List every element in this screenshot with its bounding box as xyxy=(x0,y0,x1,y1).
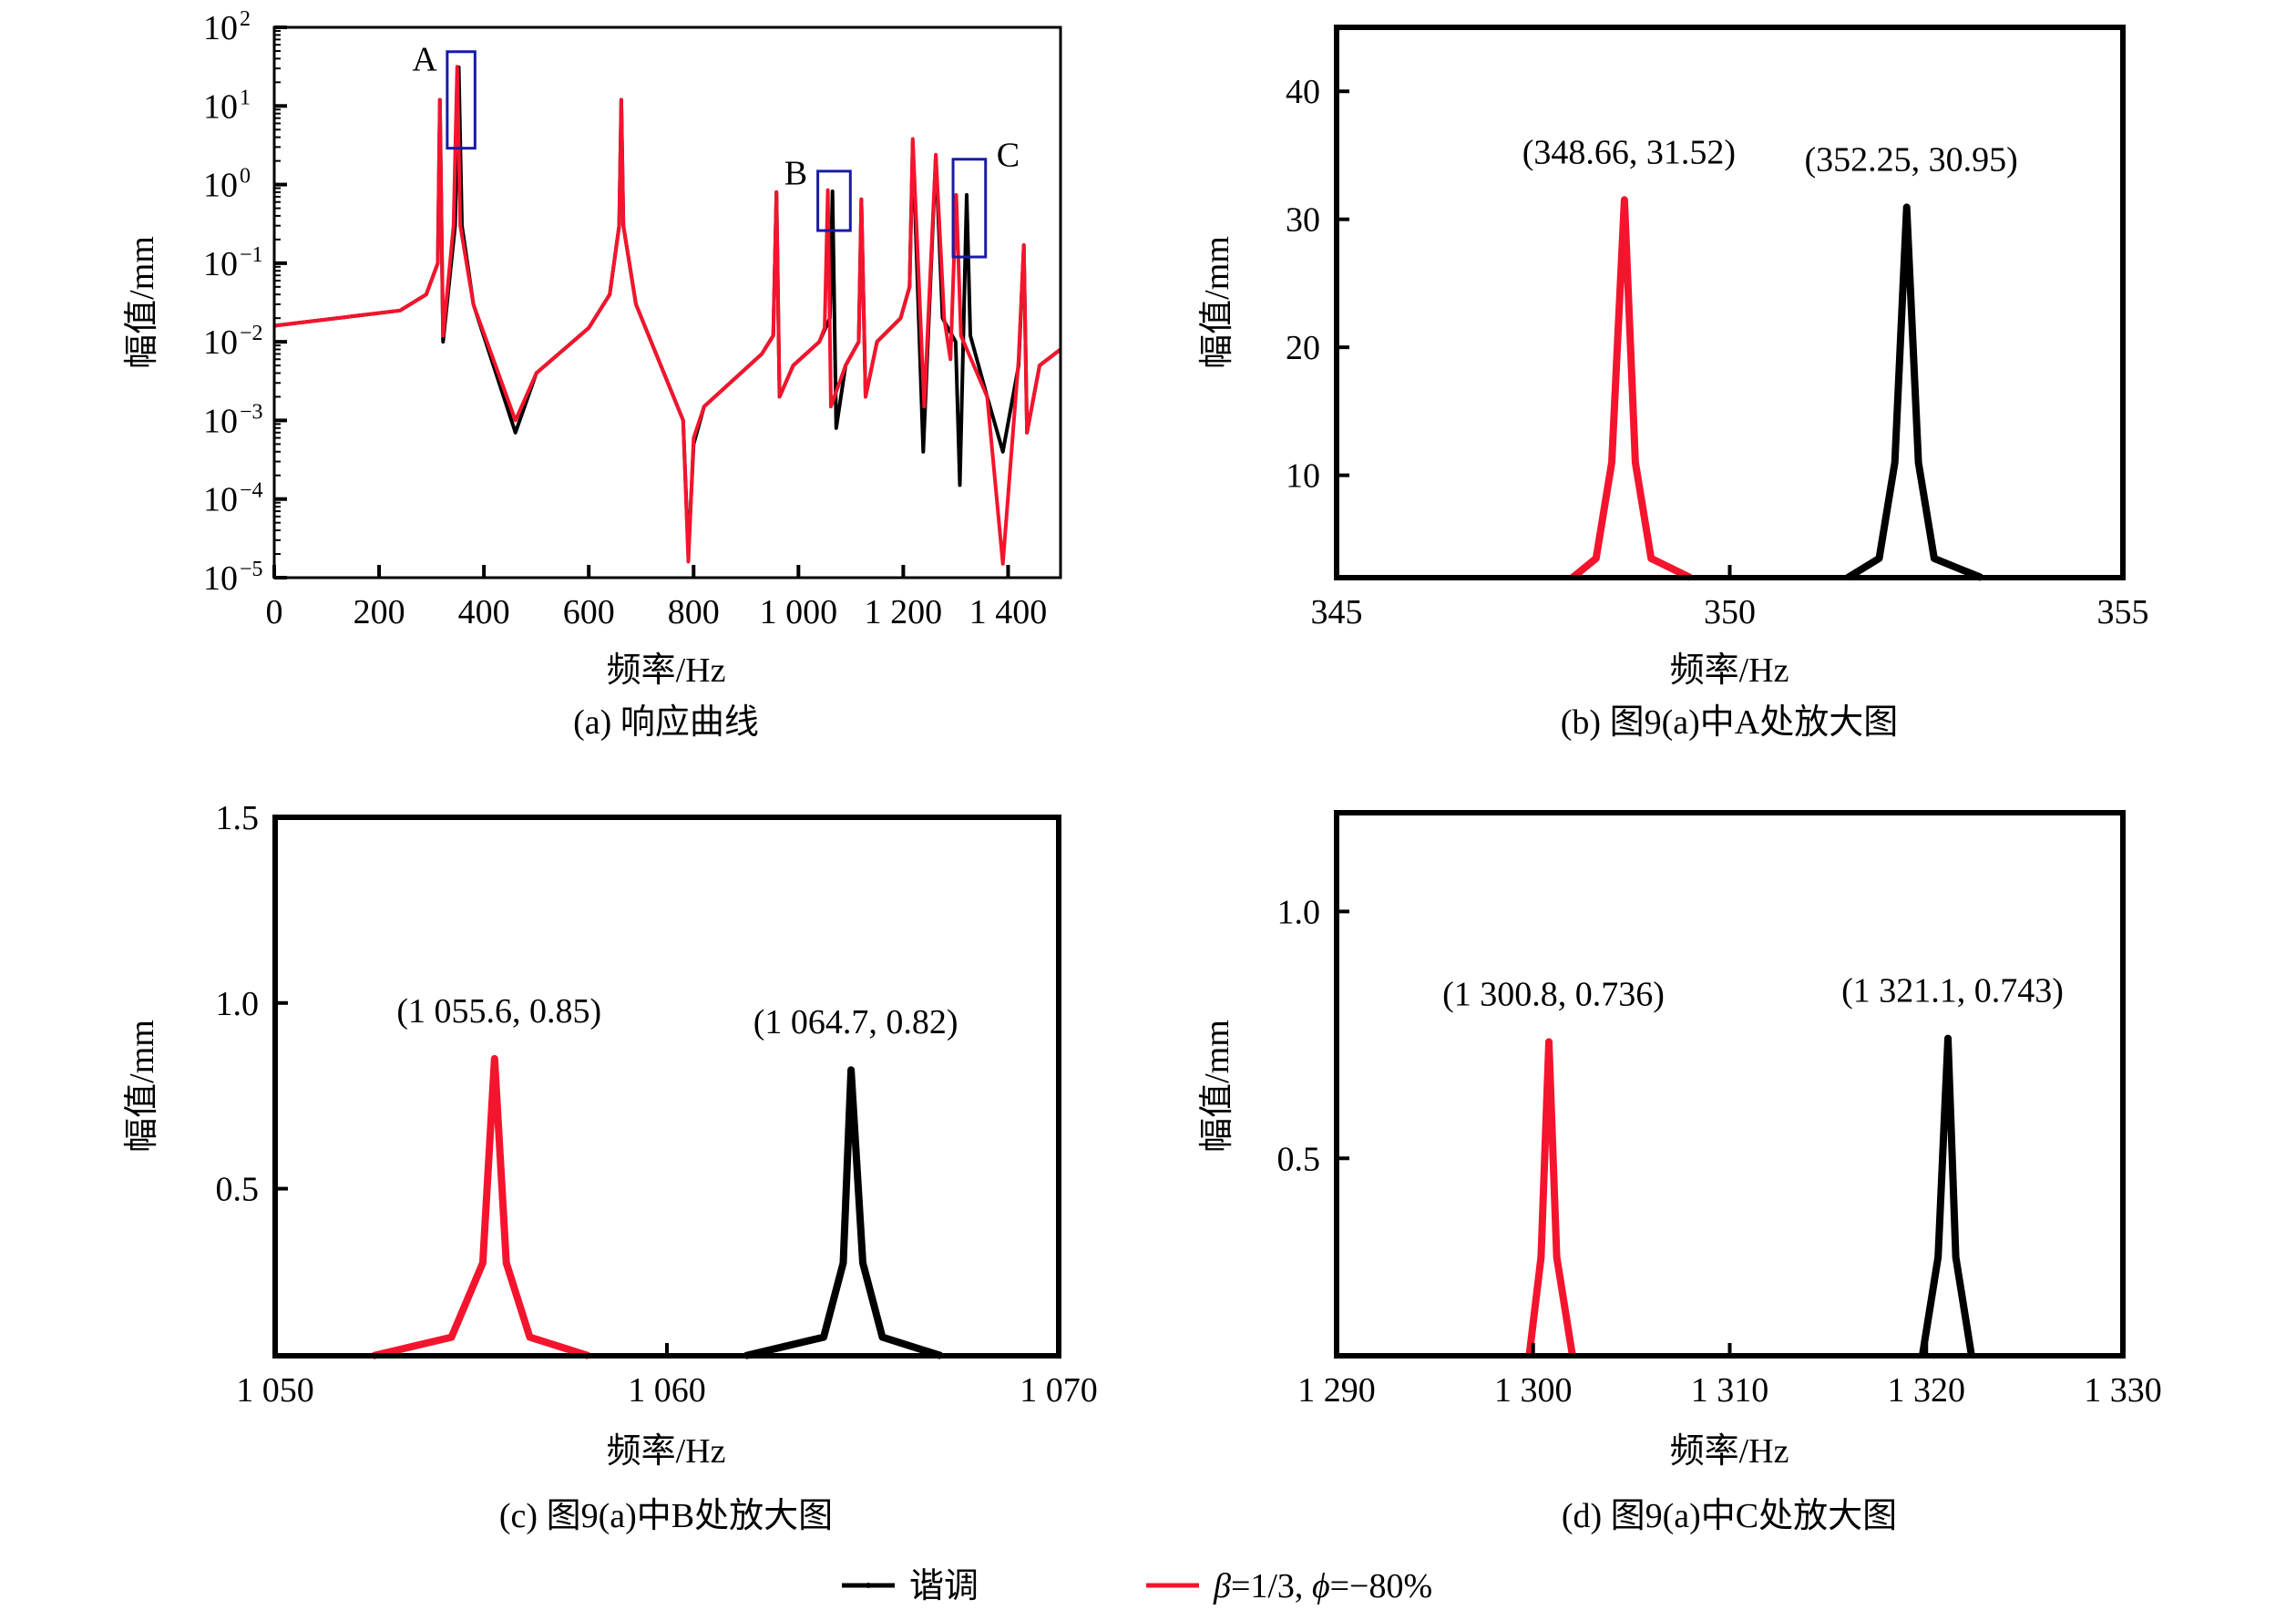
x-tick-label: 1 320 xyxy=(1888,1371,1966,1410)
zoom-box-b xyxy=(816,169,852,232)
x-axis-title: 频率/Hz xyxy=(1670,651,1789,690)
y-tick-exponent: 2 xyxy=(240,7,251,31)
x-tick-label: 345 xyxy=(1311,593,1363,631)
y-axis-title: 幅值/mm xyxy=(1198,236,1236,369)
y-tick-label: 10 xyxy=(203,481,238,519)
zoom-box-a xyxy=(446,50,477,150)
peak-annotation: (1 055.6, 0.85) xyxy=(396,992,601,1031)
legend: 谐调 β=1/3, ϕ=−80% xyxy=(842,1567,1432,1605)
series-line-tuned xyxy=(744,1066,943,1359)
y-tick-label: 10 xyxy=(203,87,238,126)
zoom-box-label-b: B xyxy=(784,155,807,193)
y-tick-label: 10 xyxy=(203,167,238,205)
x-tick-label: 1 300 xyxy=(1494,1371,1573,1410)
x-tick-label: 1 290 xyxy=(1297,1371,1376,1410)
y-axis-title: 幅值/mm xyxy=(123,236,161,369)
series-line-mistuned xyxy=(1525,1038,1576,1357)
peak-annotation: (1 064.7, 0.82) xyxy=(753,1003,958,1041)
panel-caption: (a) 响应曲线 xyxy=(573,703,759,742)
y-tick-label: 10 xyxy=(203,402,238,440)
plot-frame xyxy=(1334,25,2126,580)
legend-label-tuned: 谐调 xyxy=(909,1567,979,1605)
peak-annotation: (1 321.1, 0.743) xyxy=(1841,972,2064,1010)
y-tick-label: 0.5 xyxy=(216,1171,260,1209)
x-tick-label: 1 070 xyxy=(1020,1371,1098,1410)
y-axis-title: 幅值/mm xyxy=(123,1020,161,1153)
y-tick-label: 10 xyxy=(203,9,238,47)
y-tick-label: 10 xyxy=(203,245,238,283)
x-tick-label: 1 060 xyxy=(628,1371,706,1410)
series-line-tuned xyxy=(1918,1034,1975,1357)
series-line-mistuned xyxy=(1570,196,1693,581)
panel-caption: (c) 图9(a)中B处放大图 xyxy=(499,1497,833,1535)
x-tick-label: 1 000 xyxy=(760,593,838,631)
peak-annotation: (1 300.8, 0.736) xyxy=(1442,975,1665,1013)
chart-panel-c: (1 055.6, 0.85) (1 064.7, 0.82) 1 050 1 060… xyxy=(123,799,1098,1535)
y-tick-exponent: −2 xyxy=(240,322,263,345)
y-tick-label: 1.5 xyxy=(216,799,260,837)
y-tick-label: 1.0 xyxy=(216,985,260,1023)
x-axis-title: 频率/Hz xyxy=(607,1432,726,1471)
y-tick-label: 20 xyxy=(1286,329,1320,367)
y-tick-label: 1.0 xyxy=(1277,893,1321,931)
zoom-box-label-c: C xyxy=(997,137,1020,175)
x-tick-label: 355 xyxy=(2097,593,2149,631)
x-axis-title: 频率/Hz xyxy=(1670,1432,1789,1471)
x-tick-label: 600 xyxy=(563,593,615,631)
x-tick-label: 200 xyxy=(354,593,405,631)
y-tick-label: 40 xyxy=(1286,73,1320,111)
x-tick-label: 1 050 xyxy=(236,1371,314,1410)
plot-frame xyxy=(272,26,1062,579)
series-line-mistuned xyxy=(372,1054,590,1359)
x-tick-label: 0 xyxy=(266,593,283,631)
y-tick-label: 10 xyxy=(203,559,238,598)
y-tick-exponent: −5 xyxy=(240,558,263,581)
series-line-mistuned xyxy=(273,65,1062,566)
y-tick-exponent: 1 xyxy=(240,86,251,109)
x-tick-label: 400 xyxy=(458,593,510,631)
y-tick-label: 30 xyxy=(1286,201,1320,240)
y-tick-exponent: 0 xyxy=(240,165,251,189)
x-tick-label: 1 200 xyxy=(865,593,943,631)
x-tick-label: 1 310 xyxy=(1691,1371,1769,1410)
series-line-tuned xyxy=(1845,203,1983,581)
legend-marker-tuned xyxy=(866,1583,871,1588)
x-tick-label: 1 400 xyxy=(969,593,1048,631)
legend-label-mistuned: β=1/3, ϕ=−80% xyxy=(1213,1567,1432,1605)
panel-caption: (d) 图9(a)中C处放大图 xyxy=(1562,1497,1897,1535)
peak-annotation: (348.66, 31.52) xyxy=(1522,133,1736,171)
x-tick-label: 350 xyxy=(1704,593,1756,631)
x-tick-label: 1 330 xyxy=(2084,1371,2162,1410)
zoom-box-label-a: A xyxy=(412,41,437,79)
zoom-box-c xyxy=(951,158,988,259)
y-tick-exponent: −1 xyxy=(240,243,263,267)
chart-panel-d: (1 300.8, 0.736) (1 321.1, 0.743) 1 290 1 3… xyxy=(1198,810,2162,1535)
chart-panel-b: (348.66, 31.52) (352.25, 30.95) 345 350 355 1… xyxy=(1198,25,2149,742)
plot-frame xyxy=(1334,810,2126,1359)
x-tick-label: 800 xyxy=(668,593,720,631)
panel-caption: (b) 图9(a)中A处放大图 xyxy=(1561,703,1898,742)
y-axis-title: 幅值/mm xyxy=(1198,1020,1236,1153)
peak-annotation: (352.25, 30.95) xyxy=(1805,140,2018,179)
y-tick-exponent: −4 xyxy=(240,479,263,503)
y-tick-label: 10 xyxy=(1286,457,1320,496)
plot-frame xyxy=(272,815,1061,1359)
x-axis-title: 频率/Hz xyxy=(607,651,726,690)
y-tick-label: 10 xyxy=(203,323,238,362)
y-tick-exponent: −3 xyxy=(240,400,263,424)
y-tick-label: 0.5 xyxy=(1277,1140,1321,1178)
